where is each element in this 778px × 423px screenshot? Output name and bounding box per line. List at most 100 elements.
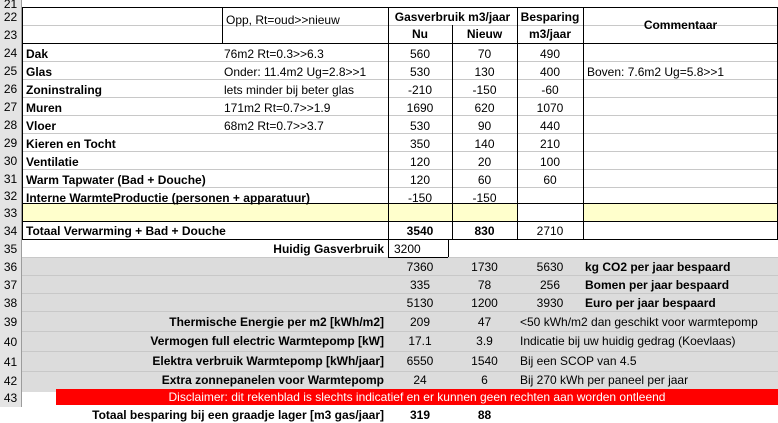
row-nu: 120	[409, 173, 431, 187]
row-nu: 1690	[406, 101, 434, 115]
row-number[interactable]: 22	[0, 8, 22, 26]
row-nieuw: 70	[477, 47, 492, 61]
disclaimer-bar	[56, 389, 778, 405]
totaal-label: Totaal Verwarming + Bad + Douche	[26, 224, 226, 238]
row-number[interactable]: 37	[0, 276, 22, 294]
row-nieuw: 90	[477, 119, 492, 133]
empty-yellow-gap-cover	[517, 203, 583, 221]
row-nieuw: 130	[474, 65, 495, 79]
row-number[interactable]: 27	[0, 98, 22, 116]
row-label: Warm Tapwater (Bad + Douche)	[26, 173, 206, 187]
totaal-nu: 3540	[406, 224, 434, 238]
row-number[interactable]: 36	[0, 258, 22, 276]
co2-nieuw: 1730	[471, 260, 498, 274]
row-nieuw: 140	[474, 137, 495, 151]
row-label: Kieren en Tocht	[26, 137, 116, 151]
row-number[interactable]: 32	[0, 188, 22, 204]
row-besparing: 60	[543, 173, 557, 187]
row-label: Ventilatie	[26, 155, 79, 169]
header-commentaar: Commentaar	[643, 18, 718, 32]
row-label: Dak	[26, 47, 49, 61]
vermogen-nu: 17.1	[408, 334, 432, 348]
zonnepanelen-label: Extra zonnepanelen voor Warmtepomp	[161, 373, 384, 387]
row-number[interactable]: 38	[0, 294, 22, 312]
row-number[interactable]: 21	[0, 0, 22, 8]
row-number[interactable]: 40	[0, 332, 22, 352]
vermogen-label: Vermogen full electric Warmtepomp [kW]	[150, 334, 384, 348]
bomen-nieuw: 78	[477, 278, 492, 292]
huidig-label: Huidig Gasverbruik	[273, 242, 384, 256]
row-opp: 171m2 Rt=0.7>>1.9	[224, 101, 331, 115]
totaal-besparing: 2710	[536, 224, 564, 238]
row-besparing: 210	[539, 137, 561, 151]
row-number[interactable]: 39	[0, 312, 22, 332]
elektra-label: Elektra verbruik Warmtepomp [kWh/jaar]	[152, 354, 384, 368]
elektra-comment: Bij een SCOP van 4.5	[520, 354, 637, 368]
row-nieuw: 20	[477, 155, 492, 169]
row-label: Zoninstraling	[26, 83, 102, 97]
header-besparing: Besparing	[520, 10, 580, 24]
row-opp: lets minder bij beter glas	[224, 83, 355, 97]
row-number[interactable]: 24	[0, 44, 22, 62]
euro-label: Euro per jaar bespaard	[585, 296, 716, 310]
row-nieuw: -150	[472, 191, 497, 205]
row-number[interactable]: 29	[0, 134, 22, 152]
row-number[interactable]: 41	[0, 352, 22, 372]
row-number[interactable]: 35	[0, 240, 22, 258]
bomen-besparing: 256	[539, 278, 561, 292]
row-opp: 76m2 Rt=0.3>>6.3	[224, 47, 324, 61]
row-number[interactable]: 42	[0, 372, 22, 390]
row-besparing: 440	[539, 119, 561, 133]
row-nu: 530	[409, 65, 431, 79]
row-nu: 120	[409, 155, 431, 169]
thermisch-nieuw: 47	[477, 315, 492, 329]
totaal-nieuw: 830	[474, 224, 495, 238]
thermisch-nu: 209	[409, 315, 431, 329]
row-number[interactable]: 31	[0, 170, 22, 188]
row-label: Vloer	[26, 119, 57, 133]
row-number[interactable]: 26	[0, 80, 22, 98]
vermogen-comment: Indicatie bij uw huidig gedrag (Koevlaas…	[520, 334, 736, 348]
header-opp: Opp, Rt=oud>>nieuw	[226, 13, 340, 27]
row-besparing: 490	[539, 47, 561, 61]
graadje-label: Totaal besparing bij een graadje lager […	[92, 408, 384, 422]
row-nieuw: -150	[472, 83, 497, 97]
row-number[interactable]: 28	[0, 116, 22, 134]
disclaimer-text: Disclaimer: dit rekenblad is slechts ind…	[168, 390, 666, 404]
row-nu: -150	[407, 191, 433, 205]
empty-yellow-row	[22, 203, 778, 221]
bomen-nu: 335	[409, 278, 431, 292]
header-gasverbruik: Gasverbruik m3/jaar	[394, 10, 511, 24]
header-besparing-unit: m3/jaar	[528, 27, 572, 41]
euro-nieuw: 1200	[471, 296, 498, 310]
row-nieuw: 60	[477, 173, 492, 187]
row-number[interactable]: 23	[0, 26, 22, 44]
row-commentaar: Boven: 7.6m2 Ug=5.8>>1	[587, 65, 725, 79]
co2-besparing: 5630	[536, 260, 564, 274]
row-number[interactable]: 33	[0, 204, 22, 222]
graadje-nieuw: 88	[477, 408, 492, 422]
zonnepanelen-nu: 24	[413, 373, 427, 387]
huidig-value: 3200	[394, 242, 421, 256]
row-besparing: 1070	[536, 101, 564, 115]
header-nu: Nu	[412, 27, 428, 41]
thermisch-label: Thermische Energie per m2 [kWh/m2]	[169, 315, 384, 329]
row-nu: -210	[407, 83, 433, 97]
zonnepanelen-nieuw: 6	[481, 373, 488, 387]
elektra-nu: 6550	[406, 354, 434, 368]
elektra-nieuw: 1540	[471, 354, 498, 368]
row-besparing: 400	[539, 65, 561, 79]
row-number[interactable]: 25	[0, 62, 22, 80]
zonnepanelen-comment: Bij 270 kWh per paneel per jaar	[520, 373, 689, 387]
row-number[interactable]: 30	[0, 152, 22, 170]
row-nu: 560	[409, 47, 431, 61]
row-number[interactable]: 43	[0, 390, 22, 407]
row-label: Interne WarmteProductie (personen + appa…	[26, 191, 310, 205]
white-box-huidig	[388, 239, 448, 257]
thermisch-comment: <50 kWh/m2 dan geschikt voor warmtepomp	[520, 315, 758, 329]
bomen-label: Bomen per jaar bespaard	[585, 278, 730, 292]
row-opp: Onder: 11.4m2 Ug=2.8>>1	[224, 65, 367, 79]
vermogen-nieuw: 3.9	[476, 334, 493, 348]
row-number[interactable]: 34	[0, 222, 22, 240]
euro-besparing: 3930	[536, 296, 564, 310]
